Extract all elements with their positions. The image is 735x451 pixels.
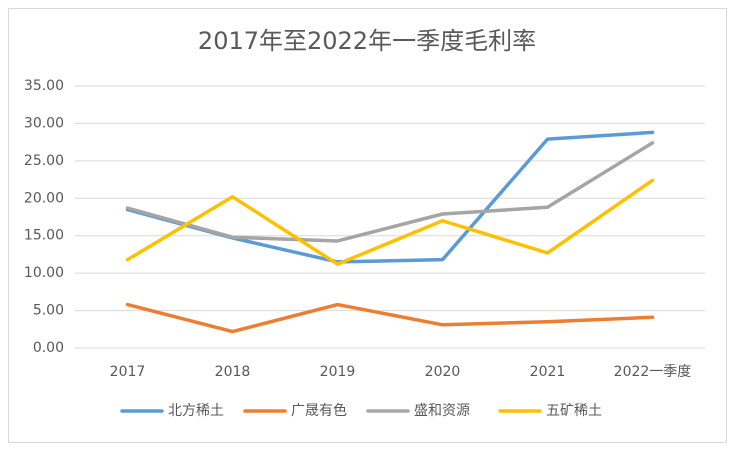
legend-label: 盛和资源 — [414, 403, 470, 419]
line-series — [125, 178, 655, 266]
y-tick-label: 10.00 — [24, 265, 64, 281]
y-tick-label: 15.00 — [24, 228, 64, 244]
legend-label: 北方稀土 — [168, 403, 224, 419]
chart-border — [8, 8, 727, 443]
x-tick-label: 2018 — [215, 364, 251, 380]
y-tick-label: 25.00 — [24, 153, 64, 169]
x-tick-label: 2017 — [110, 364, 146, 380]
y-tick-label: 20.00 — [24, 190, 64, 206]
x-tick-label: 2022一季度 — [614, 364, 692, 380]
y-tick-label: 30.00 — [24, 115, 64, 131]
x-tick-label: 2021 — [530, 364, 566, 380]
line-series — [125, 302, 655, 334]
legend-label: 广晟有色 — [291, 402, 347, 419]
y-tick-label: 35.00 — [24, 78, 64, 94]
chart-title: 2017年至2022年一季度毛利率 — [198, 27, 536, 55]
x-tick-label: 2020 — [425, 364, 461, 380]
x-tick-label: 2019 — [320, 364, 356, 380]
y-tick-label: 5.00 — [33, 303, 64, 319]
line-series — [125, 141, 655, 243]
y-tick-label: 0.00 — [33, 340, 64, 356]
legend-label: 五矿稀土 — [546, 403, 602, 419]
